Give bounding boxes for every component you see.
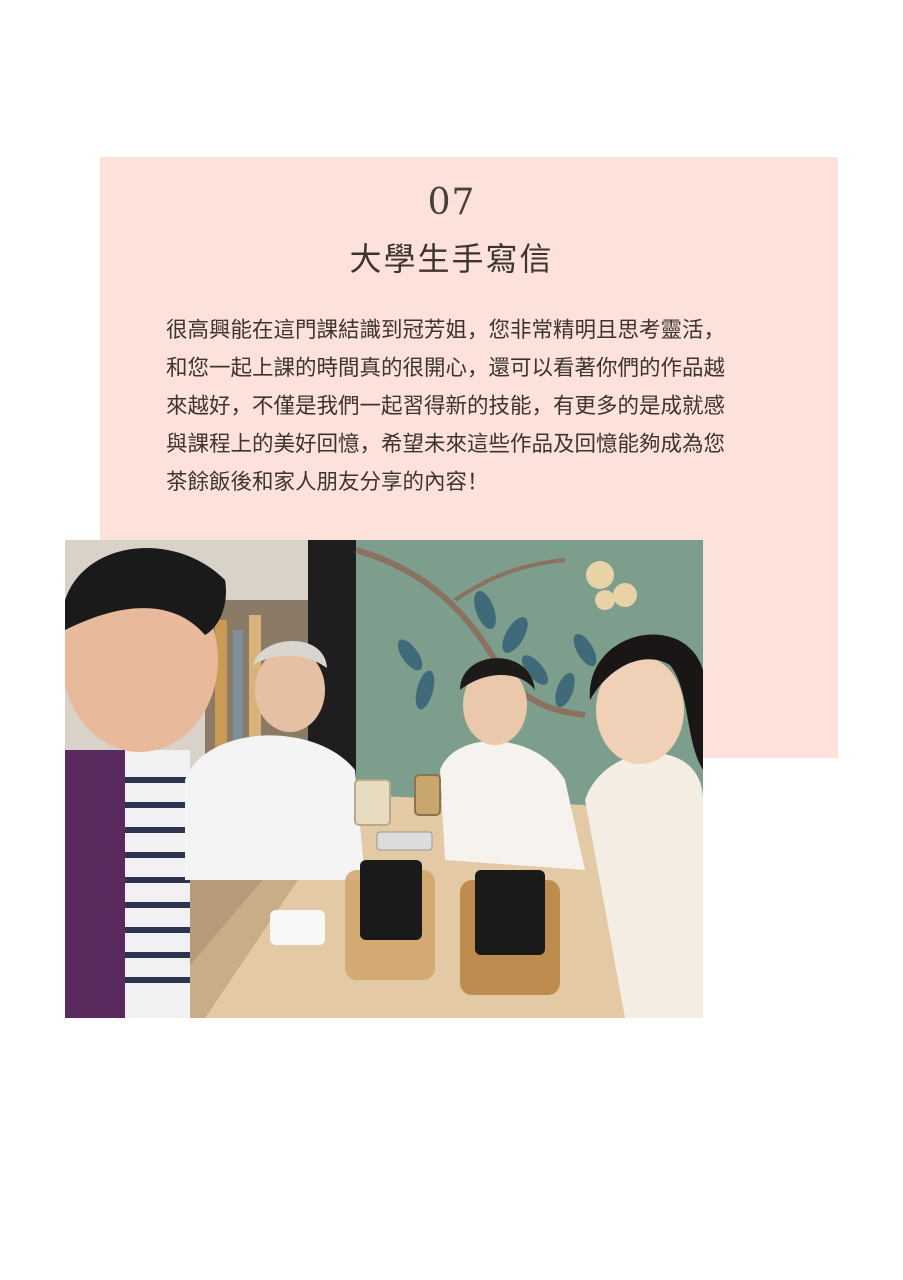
group-photo	[65, 540, 703, 1018]
letter-line: 與課程上的美好回憶，希望未來這些作品及回憶能夠成為您	[166, 432, 726, 457]
letter-line: 和您一起上課的時間真的很開心，還可以看著你們的作品越	[166, 356, 726, 381]
letter-line: 茶餘飯後和家人朋友分享的內容！	[166, 470, 489, 495]
section-title: 大學生手寫信	[349, 240, 554, 278]
group-photo-illustration	[65, 540, 703, 1018]
letter-line: 很高興能在這門課結識到冠芳姐，您非常精明且思考靈活，	[166, 318, 726, 343]
letter-line: 來越好，不僅是我們一起習得新的技能，有更多的是成就感	[166, 394, 726, 419]
section-number: 07	[427, 182, 476, 223]
letter-body: 很高興能在這門課結識到冠芳姐，您非常精明且思考靈活， 和您一起上課的時間真的很開…	[166, 312, 806, 502]
